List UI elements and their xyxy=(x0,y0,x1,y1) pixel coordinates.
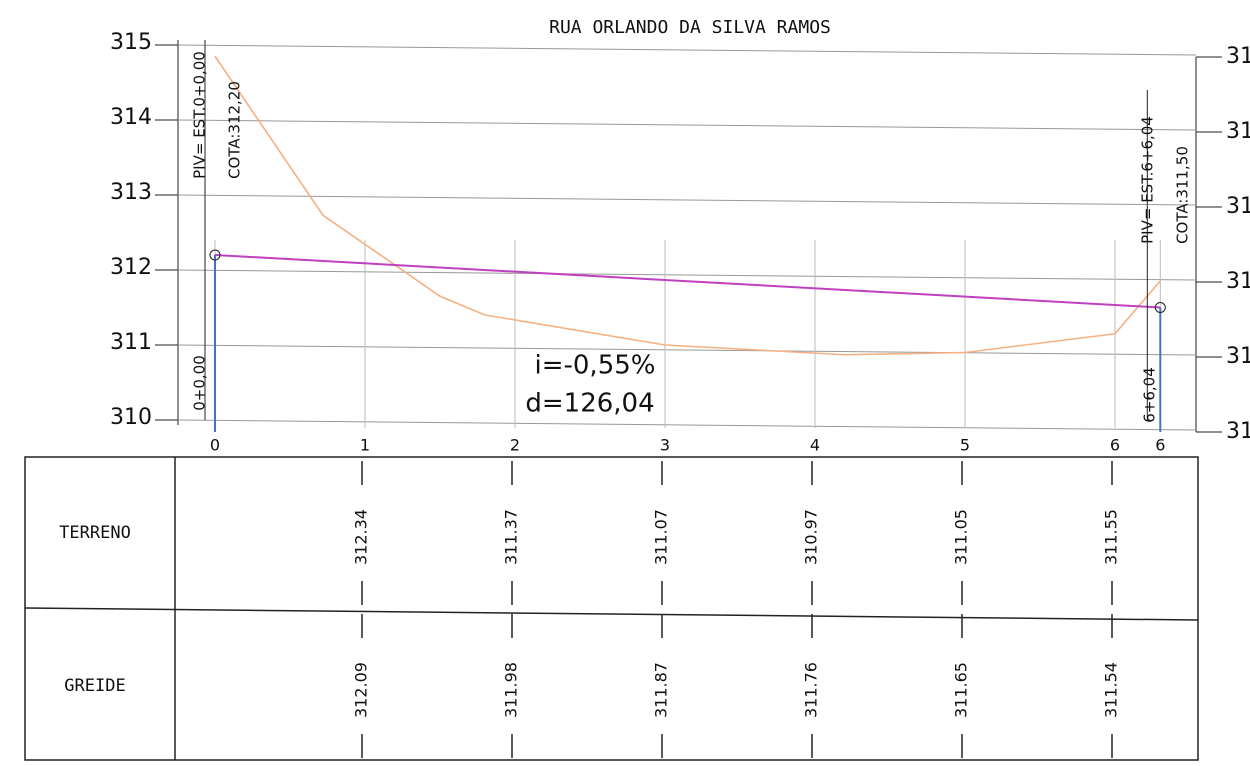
table-frame xyxy=(24,456,1199,761)
y-tick-label: 312 xyxy=(110,255,152,280)
table-value: 310.97 xyxy=(802,509,821,565)
terrain-line xyxy=(214,55,1161,356)
table-value: 311.07 xyxy=(652,509,671,565)
y-tick-label: 313 xyxy=(110,180,152,205)
annotation: i=-0,55% xyxy=(535,351,656,381)
table-value: 312.09 xyxy=(352,662,371,718)
grid-line xyxy=(177,344,1197,356)
x-tick-label: 2 xyxy=(510,436,520,455)
y-tick-label: 311 xyxy=(110,330,152,355)
annotation: PIV= EST.6+6,04 xyxy=(1139,116,1157,244)
y2-tick-label: 31 xyxy=(1226,419,1250,444)
y2-tick-label: 31 xyxy=(1226,269,1250,294)
y2-tick-label: 31 xyxy=(1226,119,1250,144)
annotation: COTA:311,50 xyxy=(1174,146,1192,244)
grid-line xyxy=(177,119,1197,131)
grid-line xyxy=(177,44,1197,56)
x-tick-label: 6 xyxy=(1110,436,1120,455)
y2-tick-label: 31 xyxy=(1226,194,1250,219)
table-row-label: TERRENO xyxy=(59,523,131,543)
x-tick-label: 0 xyxy=(210,436,220,455)
table-value: 311.65 xyxy=(952,662,971,718)
grid-line xyxy=(177,194,1197,206)
annotation: COTA:312,20 xyxy=(226,81,244,179)
table-value: 311.05 xyxy=(952,509,971,565)
annotation: 6+6,04 xyxy=(1141,367,1159,423)
x-tick-label: 4 xyxy=(810,436,820,455)
table-value: 311.87 xyxy=(652,662,671,718)
table-value: 311.54 xyxy=(1102,662,1121,718)
piv-point xyxy=(1154,302,1166,313)
table-row-divider xyxy=(24,607,1199,621)
grade-line xyxy=(214,254,1161,309)
table-value: 311.37 xyxy=(502,509,521,565)
table-value: 311.76 xyxy=(802,662,821,718)
piv-point xyxy=(209,249,221,261)
grid-line xyxy=(177,269,1197,281)
x-tick-label: 3 xyxy=(660,436,670,455)
x-tick-label: 1 xyxy=(360,436,370,455)
y-tick-label: 314 xyxy=(110,105,152,130)
chart-title: RUA ORLANDO DA SILVA RAMOS xyxy=(549,17,831,38)
y-tick-label: 310 xyxy=(110,405,152,430)
table-row-label: GREIDE xyxy=(64,676,125,696)
table-value: 311.98 xyxy=(502,662,521,718)
x-tick-label: 5 xyxy=(960,436,970,455)
x-tick-label: 6 xyxy=(1155,436,1165,455)
y-tick-label: 315 xyxy=(110,30,152,55)
grid-line xyxy=(177,419,1197,431)
y2-tick-label: 31 xyxy=(1226,44,1250,69)
table-value: 311.55 xyxy=(1102,509,1121,565)
annotation: 0+0,00 xyxy=(191,355,209,411)
annotation: PIV= EST.0+0,00 xyxy=(191,51,209,179)
table-value: 312.34 xyxy=(352,509,371,565)
annotation: d=126,04 xyxy=(525,389,654,419)
y2-tick-label: 31 xyxy=(1226,344,1250,369)
